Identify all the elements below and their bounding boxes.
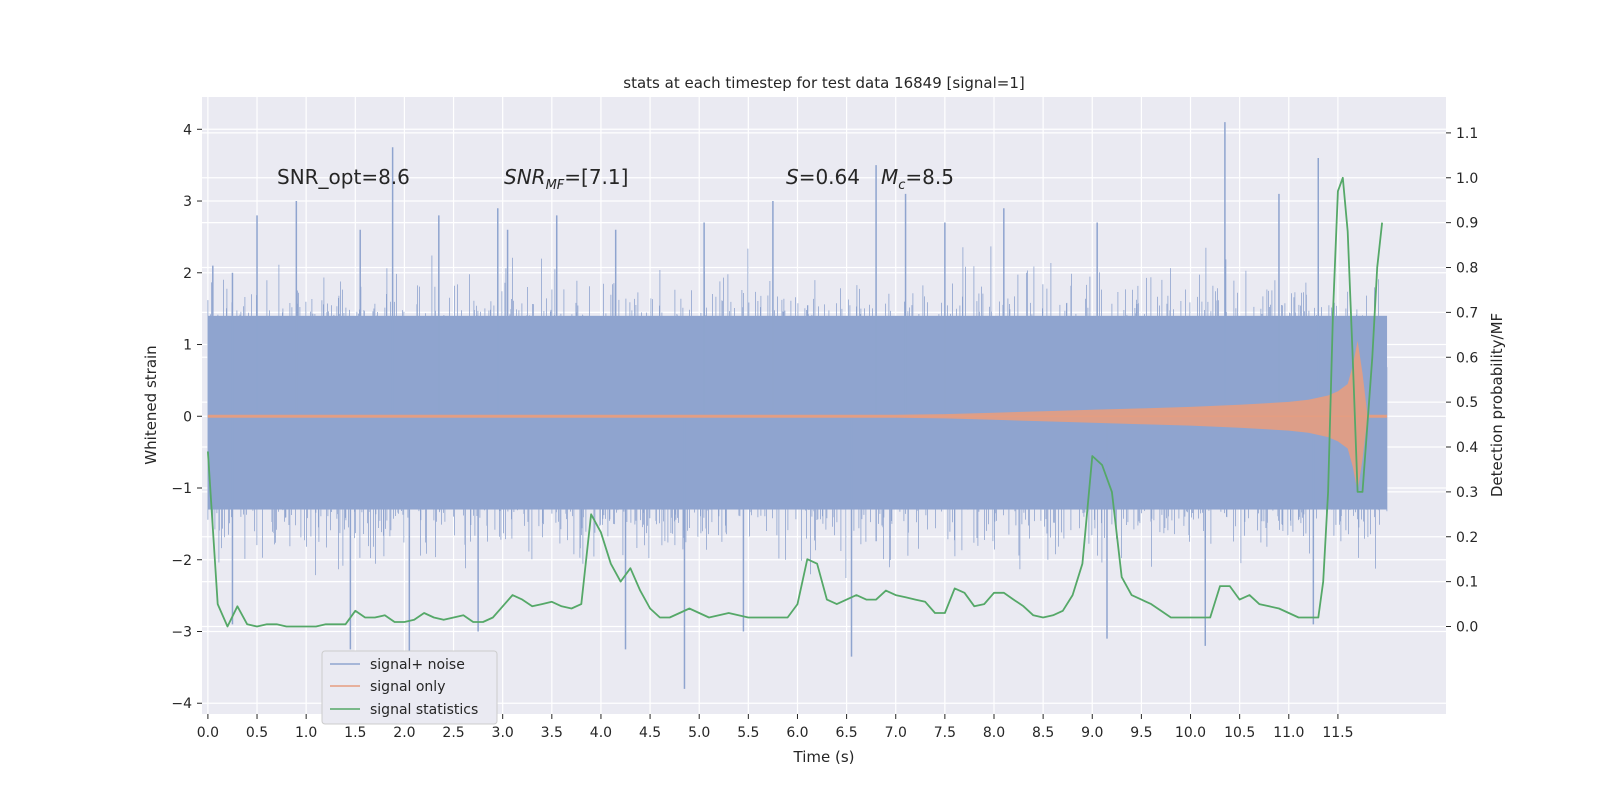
- legend-frame: [321, 650, 498, 725]
- x-tick-label: 4.0: [590, 725, 612, 741]
- x-tick-label: 0.0: [197, 725, 219, 741]
- x-tick-label: 9.5: [1130, 725, 1152, 741]
- annotation-mc: Mc=8.5: [881, 165, 954, 193]
- y-tick-label-right: 0.2: [1456, 530, 1478, 546]
- x-tick-label: 2.5: [442, 725, 464, 741]
- x-axis-label: Time (s): [793, 748, 855, 766]
- y-tick-label-right: 1.0: [1456, 171, 1478, 187]
- y-tick-label-left: 4: [183, 122, 192, 138]
- annotation-snr-mf-main: SNR: [504, 165, 546, 189]
- stats-layer: [207, 176, 1383, 628]
- x-tick-label: 9.0: [1081, 725, 1103, 741]
- x-tick-label: 10.0: [1175, 725, 1206, 741]
- x-tick-label: 8.0: [983, 725, 1005, 741]
- y-tick-label-right: 0.7: [1456, 305, 1478, 321]
- x-tick-label: 3.5: [541, 725, 563, 741]
- y-axis-label-right: Detection probability/MF: [1488, 313, 1506, 497]
- annotation-snr-opt: SNR_opt=8.6: [277, 165, 410, 189]
- y-tick-label-left: −2: [171, 553, 192, 569]
- annotation-mc-sub: c: [898, 178, 905, 193]
- x-tick-label: 5.5: [737, 725, 759, 741]
- x-tick-label: 5.0: [688, 725, 710, 741]
- x-tick-label: 7.0: [885, 725, 907, 741]
- y-tick-label-left: 3: [183, 194, 192, 210]
- chart-title: stats at each timestep for test data 168…: [623, 74, 1024, 92]
- x-tick-label: 7.5: [934, 725, 956, 741]
- annotation-s-rest: =0.64: [799, 165, 860, 189]
- y-axis-label-left: Whitened strain: [142, 345, 160, 464]
- y-tick-label-right: 0.8: [1456, 261, 1478, 277]
- annotation-snr-mf-rest: =[7.1]: [564, 165, 628, 189]
- y-tick-label-right: 0.1: [1456, 575, 1478, 591]
- x-tick-label: 6.5: [835, 725, 857, 741]
- x-tick-label: 3.0: [492, 725, 514, 741]
- annotation-snr-mf-sub: MF: [546, 178, 565, 193]
- y-tick-label-right: 0.5: [1456, 395, 1478, 411]
- y-tick-label-left: 1: [183, 338, 192, 354]
- x-tick-label: 4.5: [639, 725, 661, 741]
- x-tick-label: 8.5: [1032, 725, 1054, 741]
- x-tick-label: 11.0: [1273, 725, 1304, 741]
- annotation-mc-main: M: [881, 165, 898, 189]
- annotation-s-main: S: [786, 165, 799, 189]
- x-tick-label: 2.0: [393, 725, 415, 741]
- annotation-snr-mf: SNRMF=[7.1]: [504, 165, 628, 193]
- legend: signal+ noise signal only signal statist…: [321, 650, 498, 725]
- signal-layer: [207, 340, 1388, 492]
- legend-label-signal-statistics: signal statistics: [370, 702, 478, 718]
- y-tick-label-left: 0: [183, 409, 192, 425]
- y-tick-label-right: 0.0: [1456, 619, 1478, 635]
- x-tick-label: 6.0: [786, 725, 808, 741]
- legend-label-signal-noise: signal+ noise: [370, 657, 465, 673]
- y-tick-label-left: −4: [171, 696, 192, 712]
- y-tick-label-left: −3: [171, 624, 192, 640]
- x-tick-label: 1.5: [344, 725, 366, 741]
- y-tick-label-right: 0.3: [1456, 485, 1478, 501]
- y-tick-label-right: 0.9: [1456, 216, 1478, 232]
- y-tick-label-right: 0.4: [1456, 440, 1478, 456]
- x-tick-label: 11.5: [1322, 725, 1353, 741]
- x-tick-label: 1.0: [295, 725, 317, 741]
- series-signal-statistics-line: [207, 176, 1383, 628]
- legend-label-signal-only: signal only: [370, 679, 445, 695]
- y-tick-label-right: 1.1: [1456, 126, 1478, 142]
- x-tick-label: 0.5: [246, 725, 268, 741]
- ticks-layer: 0.0 0.5 1.0 1.5 2.0 2.5 3.0 3.5 4.0 4.5 5.0 5.5 6.0 6…: [171, 122, 1478, 741]
- x-tick-label: 10.5: [1224, 725, 1255, 741]
- y-tick-label-left: −1: [171, 481, 192, 497]
- y-tick-label-left: 2: [183, 266, 192, 282]
- annotation-mc-rest: =8.5: [905, 165, 954, 189]
- y-tick-label-right: 0.6: [1456, 350, 1478, 366]
- annotation-s: S=0.64: [786, 165, 860, 189]
